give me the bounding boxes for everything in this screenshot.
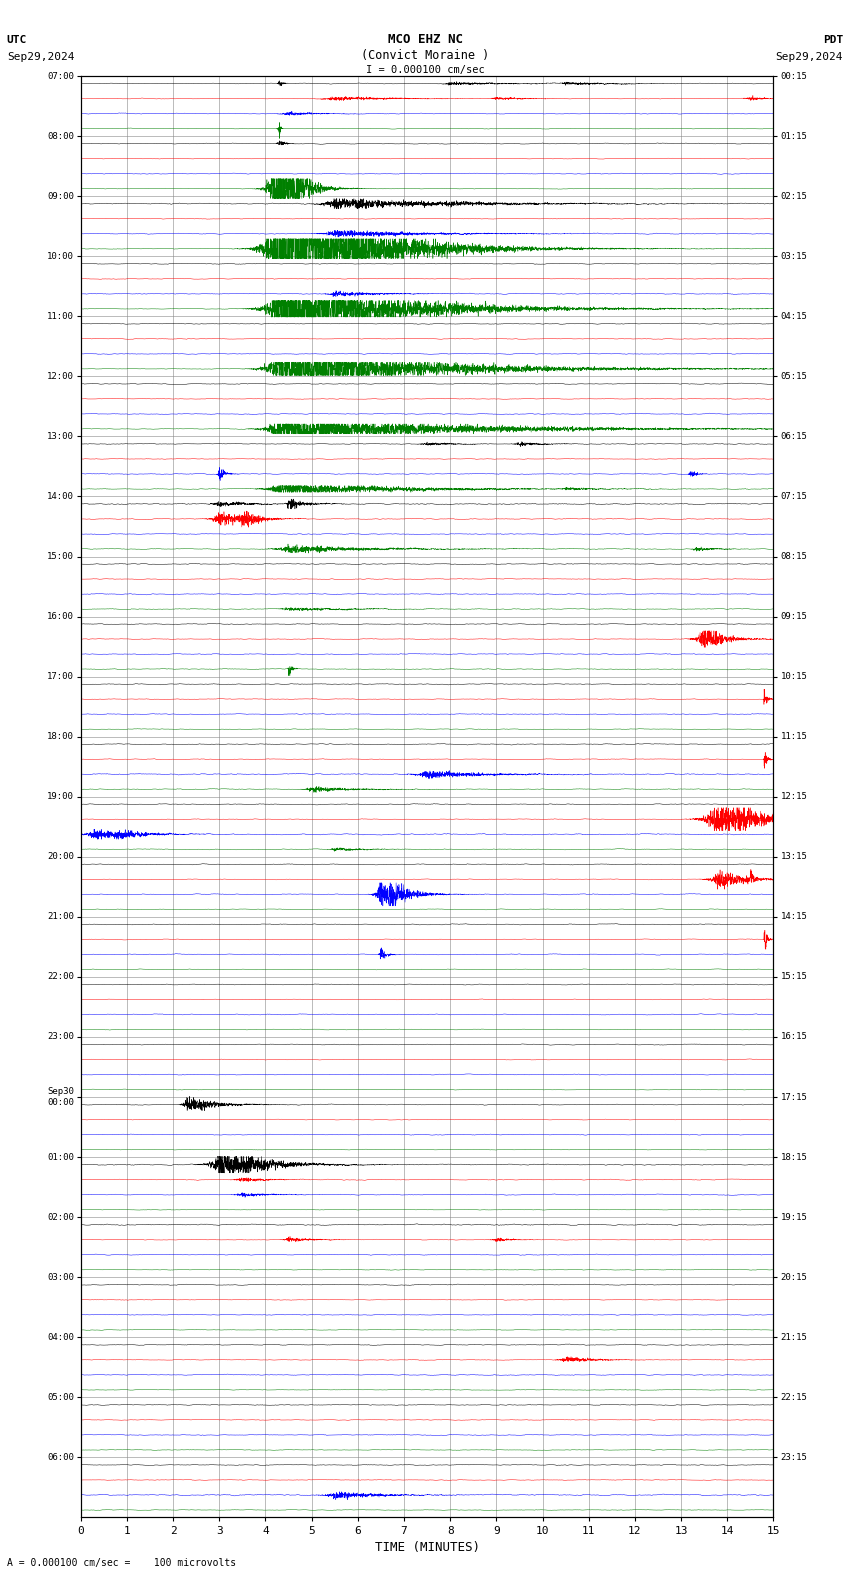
Text: PDT: PDT: [823, 35, 843, 44]
Text: A = 0.000100 cm/sec =    100 microvolts: A = 0.000100 cm/sec = 100 microvolts: [7, 1559, 236, 1568]
Text: Sep29,2024: Sep29,2024: [776, 52, 843, 62]
X-axis label: TIME (MINUTES): TIME (MINUTES): [375, 1541, 479, 1554]
Text: I = 0.000100 cm/sec: I = 0.000100 cm/sec: [366, 65, 484, 74]
Text: Sep29,2024: Sep29,2024: [7, 52, 74, 62]
Text: MCO EHZ NC: MCO EHZ NC: [388, 33, 462, 46]
Text: (Convict Moraine ): (Convict Moraine ): [361, 49, 489, 62]
Text: UTC: UTC: [7, 35, 27, 44]
